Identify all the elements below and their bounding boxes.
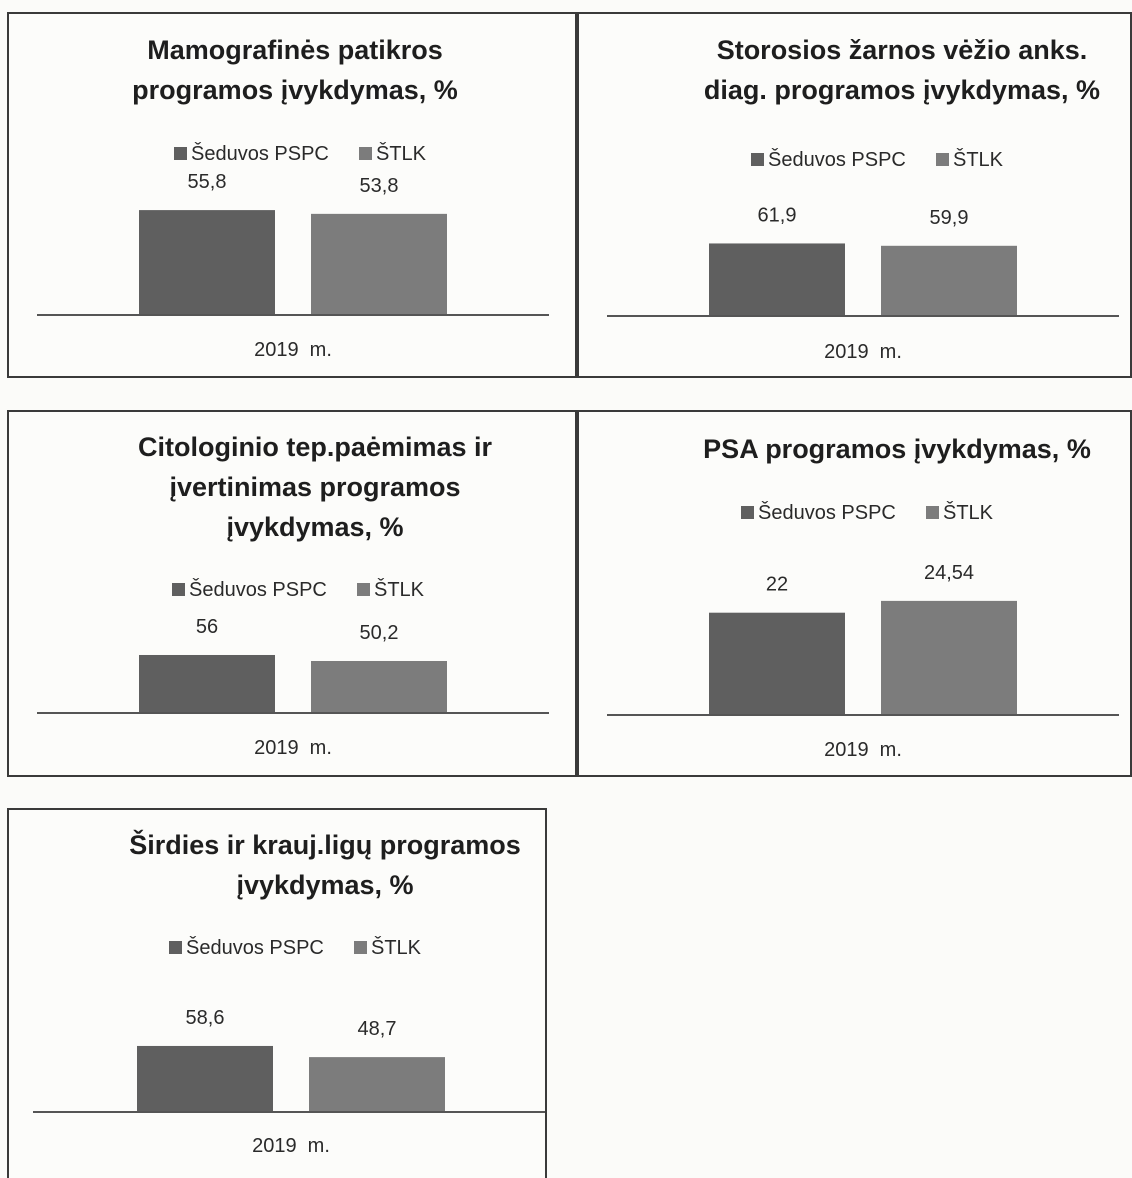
data-label-stlk: 50,2: [360, 622, 399, 644]
legend-label: Šeduvos PSPC: [189, 578, 327, 601]
chart-title-line: PSA programos įvykdymas, %: [703, 434, 1091, 464]
legend-item-stlk: ŠTLK: [359, 142, 427, 165]
legend-swatch: [936, 153, 949, 166]
legend-item-seduvos: Šeduvos PSPC: [172, 578, 327, 601]
legend-item-stlk: ŠTLK: [936, 148, 1004, 171]
legend-label: ŠTLK: [374, 578, 425, 601]
legend-item-stlk: ŠTLK: [357, 578, 425, 601]
legend-swatch: [169, 941, 182, 954]
chart-storosios-zarnos: Storosios žarnos vėžio anks. diag. progra…: [607, 35, 1119, 363]
x-tick-label: 2019 m.: [824, 739, 902, 761]
chart-sirdies: Širdies ir krauj.ligų programos įvykdymas…: [33, 829, 545, 1157]
chart-title-line: Mamografinės patikros: [147, 35, 443, 65]
legend-item-seduvos: Šeduvos PSPC: [751, 148, 906, 171]
chart-citologinio: Citologinio tep.paėmimas ir įvertinimas p…: [37, 432, 549, 759]
data-label-stlk: 48,7: [358, 1018, 397, 1040]
bar-stlk: [881, 600, 1017, 715]
data-label-seduvos: 22: [766, 574, 788, 596]
legend-label: ŠTLK: [953, 148, 1004, 171]
data-label-stlk: 24,54: [924, 562, 974, 584]
data-label-seduvos: 56: [196, 616, 218, 638]
x-tick-label: 2019 m.: [254, 339, 332, 361]
legend-item-seduvos: Šeduvos PSPC: [741, 501, 896, 524]
chart-panel-storosios-zarnos: Storosios žarnos vėžio anks. diag. progra…: [577, 12, 1132, 378]
x-tick-label: 2019 m.: [252, 1135, 330, 1157]
bar-seduvos: [709, 243, 845, 316]
chart-title-line: įvertinimas programos: [169, 472, 460, 502]
chart-mamografija: Mamografinės patikros programos įvykdymas…: [37, 35, 549, 361]
legend-item-seduvos: Šeduvos PSPC: [174, 142, 329, 165]
chart-panel-citologinio: Citologinio tep.paėmimas ir įvertinimas p…: [7, 410, 577, 777]
data-label-seduvos: 55,8: [188, 171, 227, 193]
legend-swatch: [354, 941, 367, 954]
legend-label: ŠTLK: [943, 501, 994, 524]
chart-title-line: įvykdymas, %: [226, 512, 403, 542]
chart-title-line: Storosios žarnos vėžio anks.: [717, 35, 1088, 65]
chart-psa: PSA programos įvykdymas, % Šeduvos PSPC ŠT…: [607, 434, 1119, 761]
legend-label: ŠTLK: [371, 936, 422, 959]
legend-swatch: [741, 506, 754, 519]
bar-stlk: [881, 245, 1017, 316]
bar-seduvos: [137, 1045, 273, 1112]
legend-label: Šeduvos PSPC: [191, 142, 329, 165]
legend-item-stlk: ŠTLK: [354, 936, 422, 959]
chart-panel-mamografija: Mamografinės patikros programos įvykdymas…: [7, 12, 577, 378]
legend-label: Šeduvos PSPC: [186, 936, 324, 959]
data-label-seduvos: 61,9: [758, 204, 797, 226]
chart-title-line: programos įvykdymas, %: [132, 75, 458, 105]
legend-label: ŠTLK: [376, 142, 427, 165]
legend-item-stlk: ŠTLK: [926, 501, 994, 524]
legend-swatch: [174, 147, 187, 160]
bar-seduvos: [709, 612, 845, 715]
data-label-stlk: 53,8: [360, 175, 399, 197]
chart-panel-psa: PSA programos įvykdymas, % Šeduvos PSPC ŠT…: [577, 410, 1132, 777]
legend-swatch: [172, 583, 185, 596]
bar-seduvos: [139, 210, 275, 315]
bar-stlk: [311, 213, 447, 315]
x-tick-label: 2019 m.: [824, 341, 902, 363]
legend-swatch: [357, 583, 370, 596]
legend-label: Šeduvos PSPC: [758, 501, 896, 524]
data-label-stlk: 59,9: [930, 207, 969, 229]
bar-seduvos: [139, 654, 275, 713]
legend-swatch: [751, 153, 764, 166]
chart-title-line: įvykdymas, %: [236, 870, 413, 900]
bar-stlk: [311, 660, 447, 713]
chart-title-line: diag. programos įvykdymas, %: [704, 75, 1100, 105]
bar-stlk: [309, 1057, 445, 1112]
legend-item-seduvos: Šeduvos PSPC: [169, 936, 324, 959]
chart-panel-sirdies: Širdies ir krauj.ligų programos įvykdymas…: [7, 808, 547, 1178]
legend-label: Šeduvos PSPC: [768, 148, 906, 171]
data-label-seduvos: 58,6: [186, 1007, 225, 1029]
chart-title-line: Citologinio tep.paėmimas ir: [138, 432, 493, 462]
legend-swatch: [359, 147, 372, 160]
legend-swatch: [926, 506, 939, 519]
chart-title-line: Širdies ir krauj.ligų programos: [129, 829, 521, 860]
x-tick-label: 2019 m.: [254, 737, 332, 759]
